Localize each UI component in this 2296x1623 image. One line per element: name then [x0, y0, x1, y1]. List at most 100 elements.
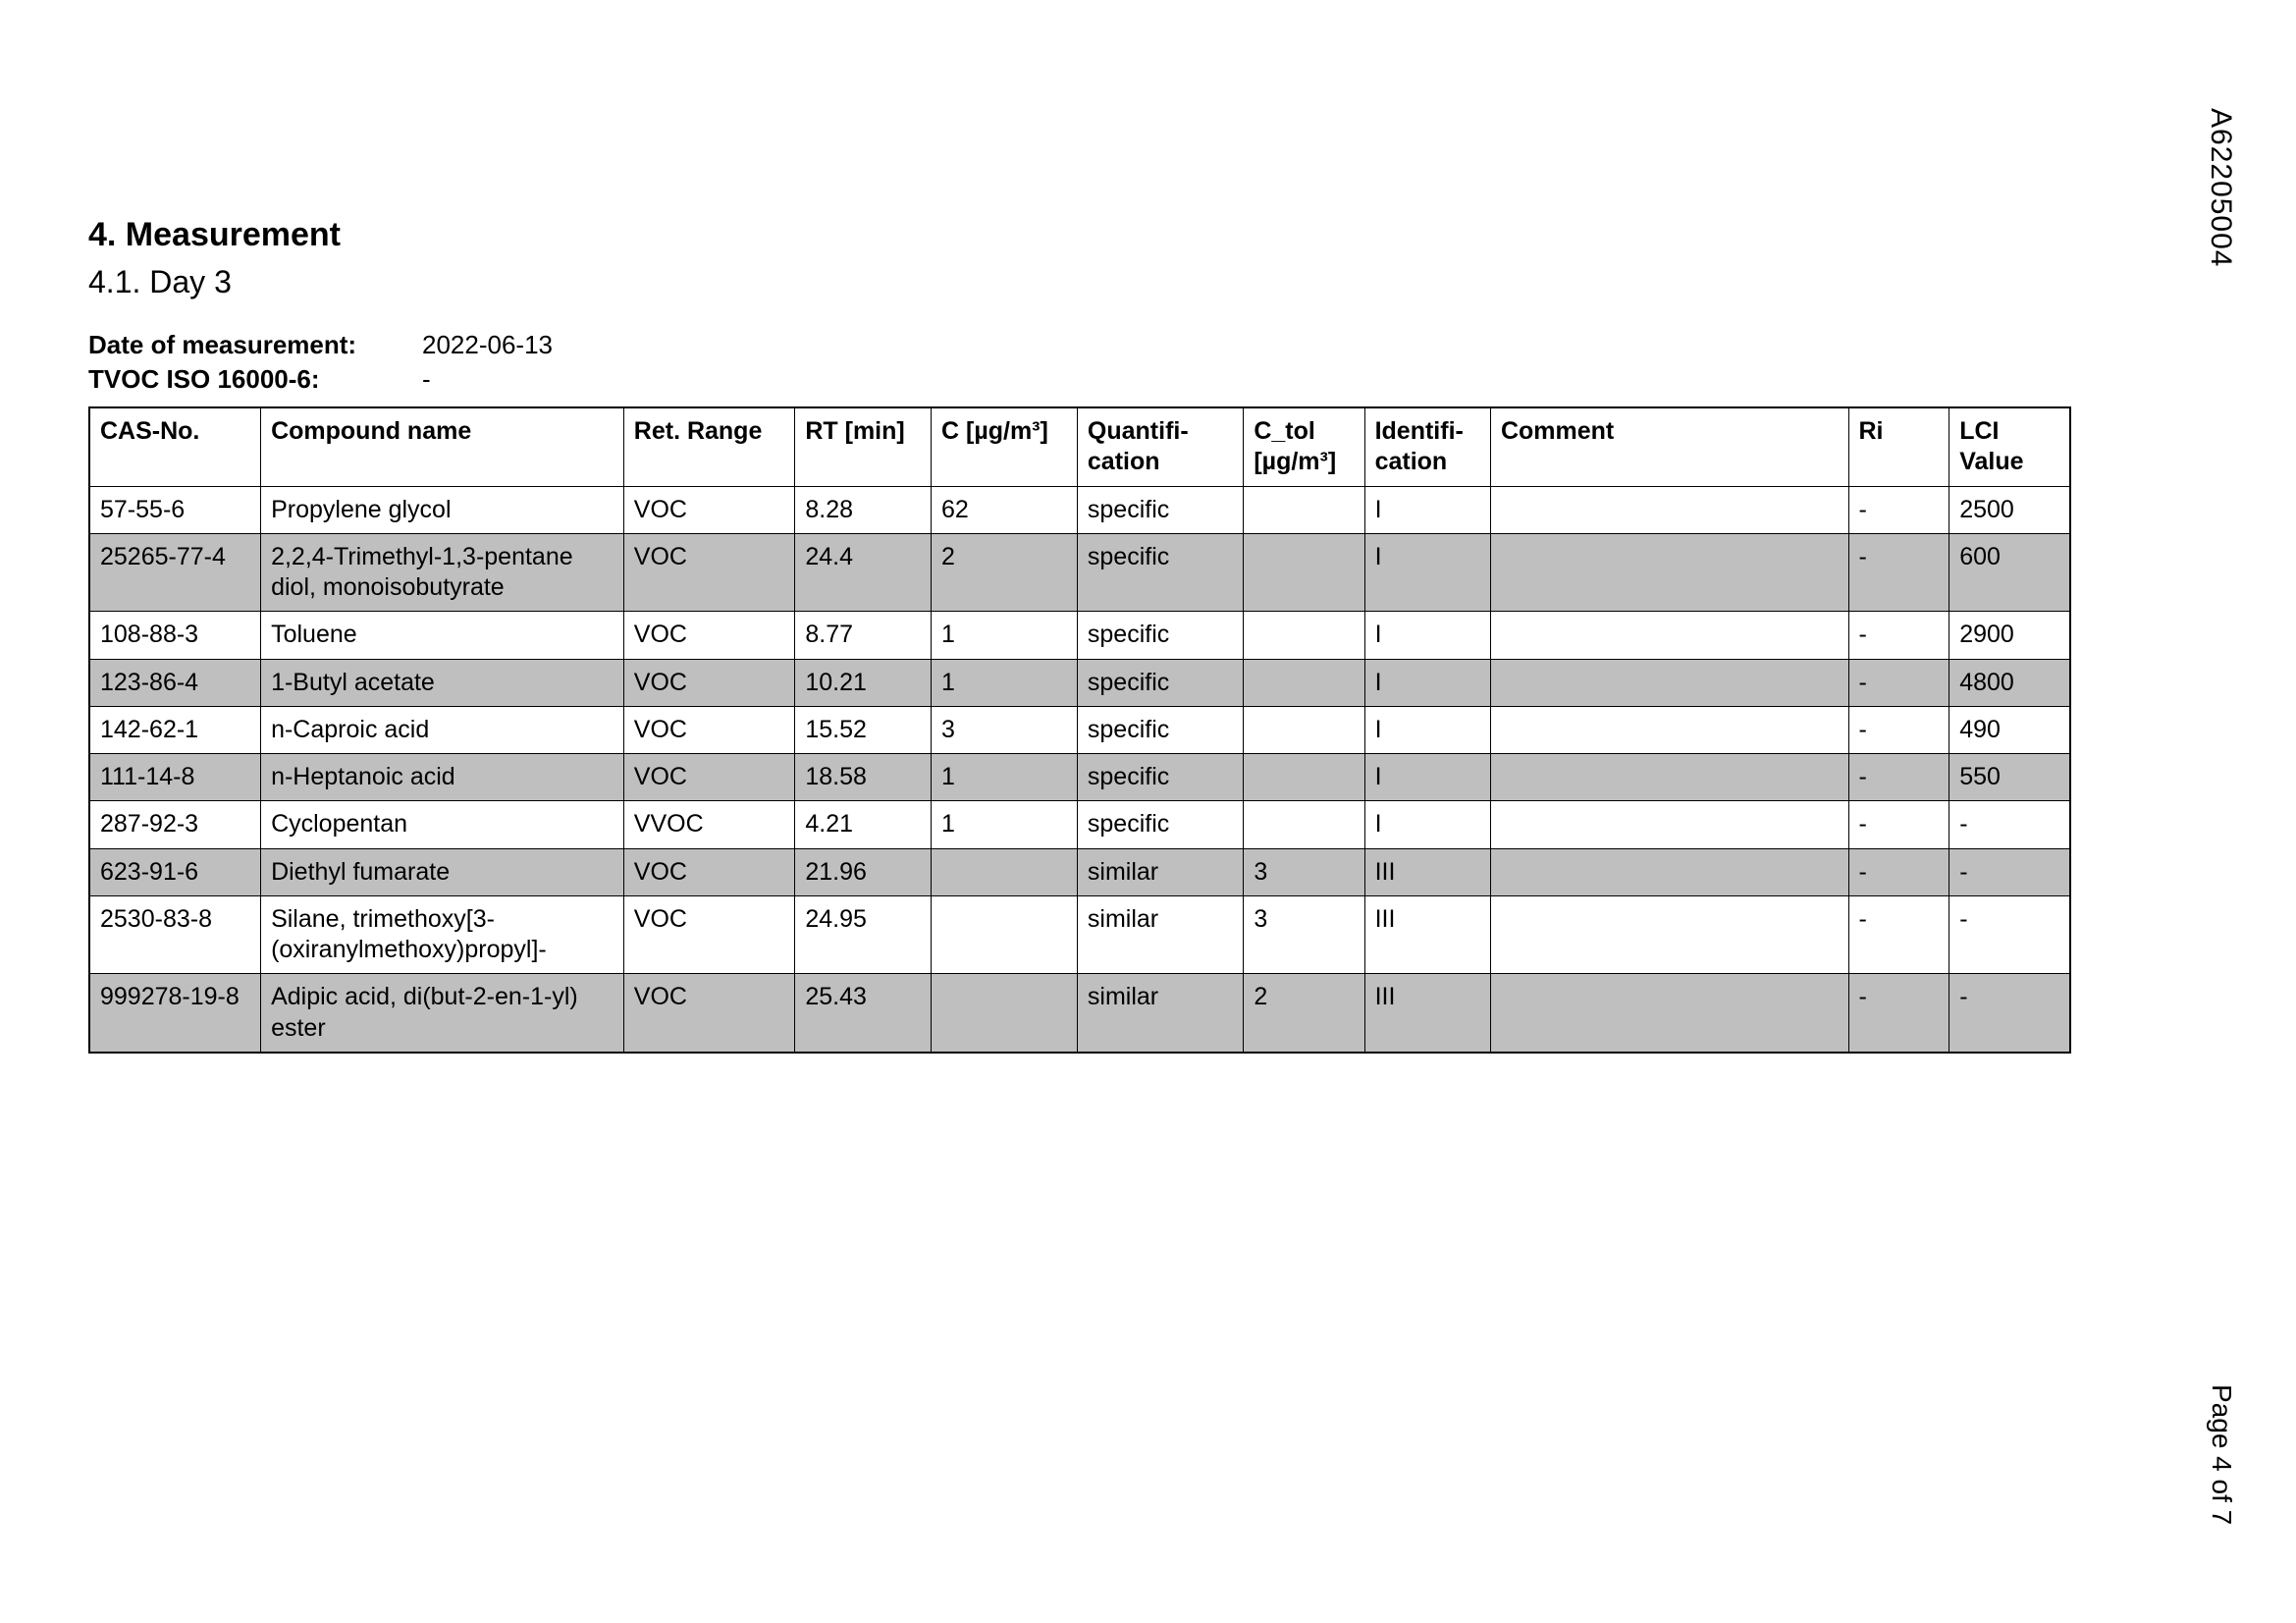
cell-comment: [1490, 533, 1848, 612]
cell-quant: specific: [1077, 801, 1243, 848]
table-row: 2530-83-8Silane, trimethoxy[3-(oxiranylm…: [89, 895, 2070, 974]
cell-ctol: [1244, 659, 1364, 706]
cell-name: Propylene glycol: [261, 486, 624, 533]
cell-rt: 10.21: [795, 659, 932, 706]
cell-ri: -: [1848, 612, 1949, 659]
cell-comment: [1490, 754, 1848, 801]
cell-name: n-Heptanoic acid: [261, 754, 624, 801]
cell-ri: -: [1848, 801, 1949, 848]
cell-ri: -: [1848, 659, 1949, 706]
cell-cas: 142-62-1: [89, 706, 261, 753]
cell-comment: [1490, 848, 1848, 895]
cell-ret: VOC: [623, 848, 795, 895]
cell-lci: 600: [1949, 533, 2070, 612]
cell-ident: III: [1364, 848, 1490, 895]
cell-ctol: [1244, 801, 1364, 848]
cell-rt: 24.4: [795, 533, 932, 612]
cell-ident: I: [1364, 754, 1490, 801]
meta-tvoc-label: TVOC ISO 16000-6:: [88, 364, 422, 395]
cell-ident: I: [1364, 659, 1490, 706]
cell-comment: [1490, 974, 1848, 1053]
col-rt: RT [min]: [795, 407, 932, 486]
cell-comment: [1490, 659, 1848, 706]
cell-ident: III: [1364, 895, 1490, 974]
table-row: 123-86-41-Butyl acetateVOC10.211specific…: [89, 659, 2070, 706]
cell-rt: 18.58: [795, 754, 932, 801]
cell-cas: 123-86-4: [89, 659, 261, 706]
cell-rt: 8.28: [795, 486, 932, 533]
cell-rt: 4.21: [795, 801, 932, 848]
meta-date-label: Date of measurement:: [88, 330, 422, 360]
cell-ctol: [1244, 612, 1364, 659]
cell-comment: [1490, 801, 1848, 848]
header-row: CAS-No. Compound name Ret. Range RT [min…: [89, 407, 2070, 486]
cell-name: n-Caproic acid: [261, 706, 624, 753]
cell-ri: -: [1848, 974, 1949, 1053]
cell-c: 1: [932, 659, 1078, 706]
cell-quant: specific: [1077, 486, 1243, 533]
cell-name: Silane, trimethoxy[3-(oxiranylmethoxy)pr…: [261, 895, 624, 974]
cell-c: 1: [932, 612, 1078, 659]
cell-comment: [1490, 706, 1848, 753]
cell-quant: specific: [1077, 754, 1243, 801]
metadata-block: Date of measurement: 2022-06-13 TVOC ISO…: [88, 330, 2208, 395]
cell-name: 1-Butyl acetate: [261, 659, 624, 706]
cell-quant: similar: [1077, 974, 1243, 1053]
section-title: 4. Measurement: [88, 216, 2208, 254]
cell-ret: VOC: [623, 706, 795, 753]
cell-ri: -: [1848, 706, 1949, 753]
cell-quant: specific: [1077, 612, 1243, 659]
cell-ctol: [1244, 706, 1364, 753]
table-body: 57-55-6Propylene glycolVOC8.2862specific…: [89, 486, 2070, 1053]
cell-ident: I: [1364, 533, 1490, 612]
cell-ret: VOC: [623, 486, 795, 533]
cell-name: Adipic acid, di(but-2-en-1-yl) ester: [261, 974, 624, 1053]
cell-c: 1: [932, 754, 1078, 801]
cell-ri: -: [1848, 533, 1949, 612]
cell-name: Toluene: [261, 612, 624, 659]
col-ret: Ret. Range: [623, 407, 795, 486]
cell-name: 2,2,4-Trimethyl-1,3-pentane diol, monois…: [261, 533, 624, 612]
cell-cas: 57-55-6: [89, 486, 261, 533]
page-number: Page 4 of 7: [2206, 1384, 2237, 1525]
table-row: 142-62-1n-Caproic acidVOC15.523specificI…: [89, 706, 2070, 753]
cell-lci: 550: [1949, 754, 2070, 801]
table-row: 25265-77-42,2,4-Trimethyl-1,3-pentane di…: [89, 533, 2070, 612]
cell-name: Cyclopentan: [261, 801, 624, 848]
cell-lci: 490: [1949, 706, 2070, 753]
col-name: Compound name: [261, 407, 624, 486]
meta-row-tvoc: TVOC ISO 16000-6: -: [88, 364, 2208, 395]
cell-comment: [1490, 895, 1848, 974]
cell-ri: -: [1848, 486, 1949, 533]
cell-lci: -: [1949, 801, 2070, 848]
cell-cas: 25265-77-4: [89, 533, 261, 612]
cell-ret: VOC: [623, 895, 795, 974]
table-row: 111-14-8n-Heptanoic acidVOC18.581specifi…: [89, 754, 2070, 801]
cell-name: Diethyl fumarate: [261, 848, 624, 895]
table-row: 287-92-3CyclopentanVVOC4.211specificI--: [89, 801, 2070, 848]
col-comment: Comment: [1490, 407, 1848, 486]
cell-ret: VOC: [623, 533, 795, 612]
cell-lci: 4800: [1949, 659, 2070, 706]
cell-ctol: 3: [1244, 895, 1364, 974]
cell-quant: specific: [1077, 706, 1243, 753]
subsection-title: 4.1. Day 3: [88, 264, 2208, 300]
cell-ret: VOC: [623, 612, 795, 659]
document-id: A62205004: [2204, 108, 2237, 268]
cell-ret: VOC: [623, 659, 795, 706]
cell-rt: 25.43: [795, 974, 932, 1053]
cell-cas: 999278-19-8: [89, 974, 261, 1053]
cell-rt: 15.52: [795, 706, 932, 753]
cell-ret: VOC: [623, 974, 795, 1053]
cell-c: 62: [932, 486, 1078, 533]
meta-row-date: Date of measurement: 2022-06-13: [88, 330, 2208, 360]
cell-rt: 21.96: [795, 848, 932, 895]
col-ctol: C_tol [µg/m³]: [1244, 407, 1364, 486]
cell-ident: I: [1364, 612, 1490, 659]
cell-ident: I: [1364, 801, 1490, 848]
table-row: 623-91-6Diethyl fumarateVOC21.96similar3…: [89, 848, 2070, 895]
col-quant: Quantifi- cation: [1077, 407, 1243, 486]
col-lci: LCI Value: [1949, 407, 2070, 486]
table-row: 999278-19-8Adipic acid, di(but-2-en-1-yl…: [89, 974, 2070, 1053]
cell-lci: -: [1949, 895, 2070, 974]
